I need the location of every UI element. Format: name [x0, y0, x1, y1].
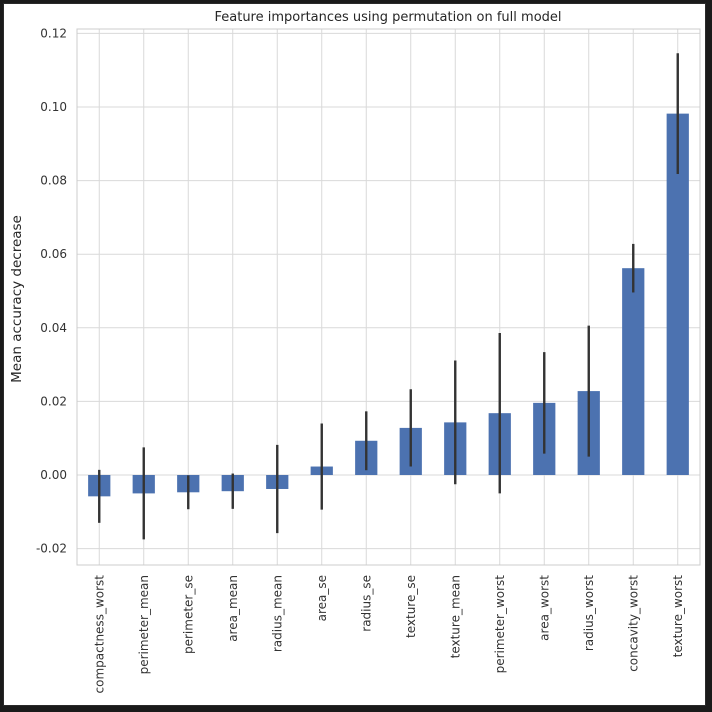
x-tick-label: concavity_worst — [626, 575, 640, 672]
y-tick-label: 0.00 — [40, 468, 67, 482]
x-tick-label: radius_mean — [270, 575, 284, 652]
x-tick-label: area_se — [315, 575, 329, 621]
x-tick-label: area_mean — [226, 575, 240, 642]
x-tick-label: area_worst — [537, 575, 551, 641]
x-tick-label: perimeter_mean — [137, 575, 151, 674]
bar-concavity_worst — [622, 268, 645, 475]
bar-texture_worst — [666, 113, 689, 476]
y-axis-label: Mean accuracy decrease — [9, 215, 25, 383]
x-tick-label: radius_se — [359, 575, 373, 632]
chart-title: Feature importances using permutation on… — [214, 10, 561, 25]
y-tick-label: -0.02 — [36, 542, 67, 556]
x-tick-label: texture_se — [404, 575, 418, 638]
y-tick-label: 0.04 — [40, 321, 67, 335]
y-tick-label: 0.06 — [40, 247, 67, 261]
x-tick-label: compactness_worst — [92, 575, 106, 694]
x-tick-label: radius_worst — [582, 575, 596, 651]
x-tick-label: perimeter_se — [181, 575, 195, 654]
y-tick-label: 0.08 — [40, 174, 67, 188]
y-tick-label: 0.02 — [40, 394, 67, 408]
y-tick-label: 0.12 — [40, 26, 67, 40]
x-tick-label: texture_worst — [671, 575, 685, 658]
plot-border — [76, 28, 701, 566]
x-tick-label: perimeter_worst — [493, 575, 507, 674]
x-tick-label: texture_mean — [448, 575, 462, 658]
y-tick-label: 0.10 — [40, 100, 67, 114]
